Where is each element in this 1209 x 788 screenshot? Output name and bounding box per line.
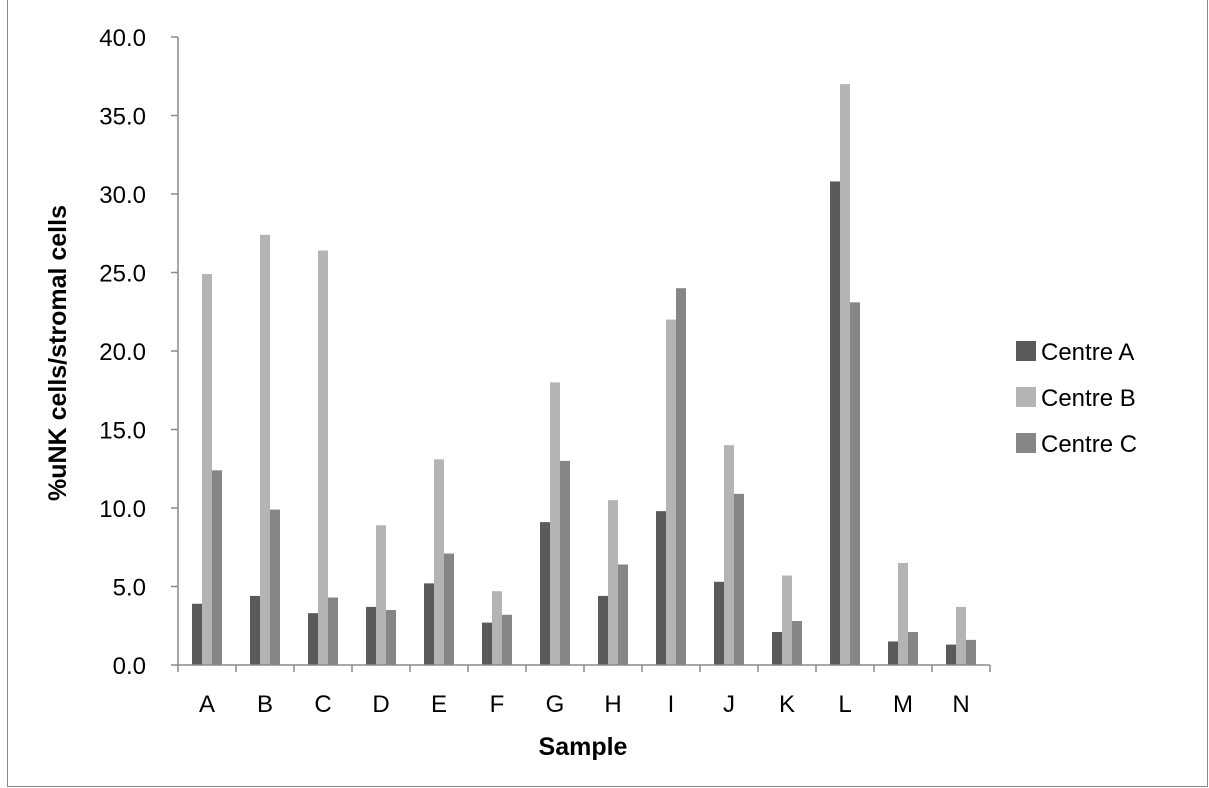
bar-centre-b-k [782,575,792,665]
bar-centre-a-h [598,595,608,665]
y-tick-label: 5.0 [113,575,146,602]
bar-centre-b-l [840,84,850,666]
x-tick-label: M [893,691,913,718]
bar-centre-c-e [444,553,454,665]
x-tick-label: E [431,691,447,718]
bar-centre-b-i [666,319,676,665]
bar-centre-c-a [212,470,222,665]
bar-centre-b-b [260,234,270,665]
tick-labels-layer: 0.0 5.0 10.0 15.0 20.0 25.0 30.0 35.0 40.0 A B C D E F… [99,25,969,718]
x-tick-label: K [779,691,795,718]
y-tick-label: 35.0 [99,104,146,131]
legend-label-centre-a: Centre A [1041,339,1134,366]
bar-centre-c-b [270,509,280,665]
bar-centre-a-b [250,595,260,665]
legend-swatch-centre-b [1016,387,1036,407]
legend: Centre A Centre B Centre C [1016,339,1137,458]
bar-centre-c-n [966,639,976,665]
bar-centre-a-l [830,181,840,665]
bar-centre-b-h [608,500,618,665]
bar-centre-b-a [202,274,212,665]
x-tick-label: N [952,691,969,718]
y-tick-label: 40.0 [99,25,146,52]
bar-centre-a-g [540,522,550,665]
bar-centre-b-m [898,562,908,665]
legend-label-centre-b: Centre B [1041,385,1136,412]
bar-centre-b-j [724,445,734,665]
y-tick-label: 10.0 [99,496,146,523]
bar-centre-a-i [656,511,666,665]
x-tick-label: C [314,691,331,718]
bar-centre-c-g [560,460,570,665]
bar-centre-c-j [734,493,744,665]
bar-centre-a-j [714,581,724,665]
bar-centre-b-c [318,250,328,665]
bar-centre-b-g [550,382,560,665]
x-axis-title: Sample [539,733,628,761]
x-tick-label: J [723,691,735,718]
chart-frame [7,0,1208,787]
x-tick-label: L [838,691,851,718]
bar-centre-a-e [424,583,434,665]
legend-swatch-centre-c [1016,433,1036,453]
bar-centre-b-d [376,525,386,665]
x-tick-label: B [257,691,273,718]
axes-layer [171,36,991,672]
bar-centre-a-a [192,603,202,665]
legend-label-centre-c: Centre C [1041,431,1137,458]
bar-centre-c-h [618,564,628,665]
bar-centre-c-k [792,621,802,665]
bar-centre-b-f [492,591,502,665]
bar-centre-a-d [366,606,376,665]
bar-centre-c-c [328,597,338,665]
y-axis-title: %uNK cells/stromal cells [44,205,72,501]
bar-centre-c-f [502,614,512,665]
x-tick-label: D [372,691,389,718]
bar-centre-c-m [908,632,918,665]
bar-centre-a-n [946,644,956,665]
y-tick-label: 0.0 [113,653,146,680]
bar-centre-c-l [850,302,860,665]
bar-centre-a-k [772,632,782,665]
bar-centre-c-i [676,288,686,665]
bar-centre-b-n [956,606,966,665]
y-tick-label: 20.0 [99,339,146,366]
bar-centre-a-f [482,622,492,665]
y-tick-label: 30.0 [99,182,146,209]
x-tick-label: G [546,691,565,718]
bar-centre-c-d [386,610,396,665]
bar-centre-a-m [888,641,898,665]
bar-centre-b-e [434,459,444,665]
y-tick-label: 15.0 [99,418,146,445]
x-tick-label: I [668,691,675,718]
x-tick-label: F [490,691,505,718]
legend-swatch-centre-a [1016,341,1036,361]
y-tick-label: 25.0 [99,261,146,288]
x-tick-label: H [604,691,621,718]
bars-layer [192,84,976,666]
bar-centre-a-c [308,613,318,665]
x-tick-label: A [199,691,215,718]
